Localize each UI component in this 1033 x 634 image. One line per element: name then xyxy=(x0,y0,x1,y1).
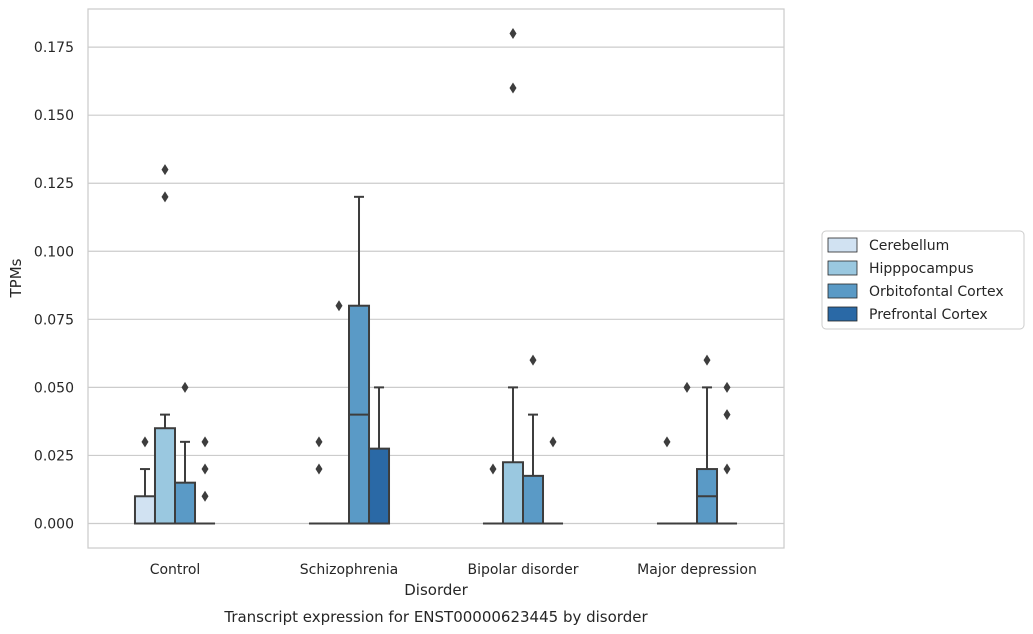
outlier-point xyxy=(529,354,537,366)
box-2-2 xyxy=(522,354,545,525)
outlier-point xyxy=(181,381,189,393)
outlier-point xyxy=(315,436,323,448)
box-1-1 xyxy=(328,300,349,525)
outlier-point xyxy=(201,436,209,448)
box-0-0 xyxy=(133,436,156,525)
legend-swatch xyxy=(827,283,858,299)
outlier-point xyxy=(489,463,497,475)
y-tick-label: 0.050 xyxy=(34,380,74,396)
outlier-point xyxy=(703,354,711,366)
outlier-point xyxy=(335,300,343,312)
box-0-1 xyxy=(308,436,329,525)
legend-label: Prefrontal Cortex xyxy=(869,307,988,323)
outlier-point xyxy=(315,463,323,475)
box-3-1 xyxy=(368,386,391,525)
outlier-point xyxy=(683,381,691,393)
outlier-point xyxy=(663,436,671,448)
box-body xyxy=(153,427,177,525)
box-1-0 xyxy=(153,164,177,525)
plot-area xyxy=(133,28,738,525)
legend-swatch xyxy=(827,237,858,253)
box-body xyxy=(522,474,545,525)
box-body xyxy=(133,495,156,525)
box-3-3 xyxy=(717,381,738,525)
legend-swatch xyxy=(827,260,858,276)
box-body xyxy=(368,447,391,525)
plot-frame xyxy=(87,8,785,549)
box-body xyxy=(174,481,197,525)
x-tick-label: Major depression xyxy=(637,562,757,578)
outlier-point xyxy=(161,164,169,176)
y-tick-label: 0.175 xyxy=(34,40,74,56)
x-axis-ticks: Control Schizophrenia Bipolar disorder Majo… xyxy=(150,562,757,578)
legend-label: Cerebellum xyxy=(869,238,949,254)
legend: Cerebellum Hipppocampus Orbitofontal Corte… xyxy=(821,230,1025,330)
box-0-2 xyxy=(482,463,503,525)
legend-swatch xyxy=(827,306,858,322)
outlier-point xyxy=(141,436,149,448)
box-0-3 xyxy=(656,436,677,525)
outlier-point xyxy=(509,82,517,94)
outlier-point xyxy=(161,191,169,203)
outlier-point xyxy=(723,381,731,393)
x-tick-label: Schizophrenia xyxy=(300,562,398,578)
chart-caption: Transcript expression for ENST0000062344… xyxy=(223,608,648,626)
box-3-0 xyxy=(195,436,216,525)
box-2-0 xyxy=(174,381,197,525)
outlier-point xyxy=(723,409,731,421)
grid xyxy=(88,46,784,525)
legend-label: Orbitofontal Cortex xyxy=(869,284,1004,300)
y-tick-label: 0.150 xyxy=(34,108,74,124)
y-tick-label: 0.100 xyxy=(34,244,74,260)
legend-label: Hipppocampus xyxy=(869,261,974,277)
y-tick-label: 0.125 xyxy=(34,176,74,192)
outlier-point xyxy=(201,463,209,475)
outlier-point xyxy=(549,436,557,448)
y-tick-label: 0.025 xyxy=(34,448,74,464)
x-axis-label: Disorder xyxy=(404,581,468,599)
box-1-2 xyxy=(501,28,524,525)
box-2-1 xyxy=(348,195,371,525)
outlier-point xyxy=(723,463,731,475)
y-axis-ticks: 0.000 0.025 0.050 0.075 0.100 0.125 0.150 0.175 xyxy=(34,40,74,532)
y-tick-label: 0.075 xyxy=(34,312,74,328)
plot-background xyxy=(88,9,784,548)
outlier-point xyxy=(509,28,517,39)
x-tick-label: Bipolar disorder xyxy=(467,562,578,578)
box-1-3 xyxy=(676,381,697,525)
box-2-3 xyxy=(696,354,719,525)
y-tick-label: 0.000 xyxy=(34,517,74,533)
y-axis-label: TPMs xyxy=(7,258,25,298)
x-tick-label: Control xyxy=(150,562,201,578)
legend-frame xyxy=(821,230,1025,330)
box-3-2 xyxy=(543,436,564,525)
outlier-point xyxy=(201,490,209,502)
box-body xyxy=(501,461,524,525)
